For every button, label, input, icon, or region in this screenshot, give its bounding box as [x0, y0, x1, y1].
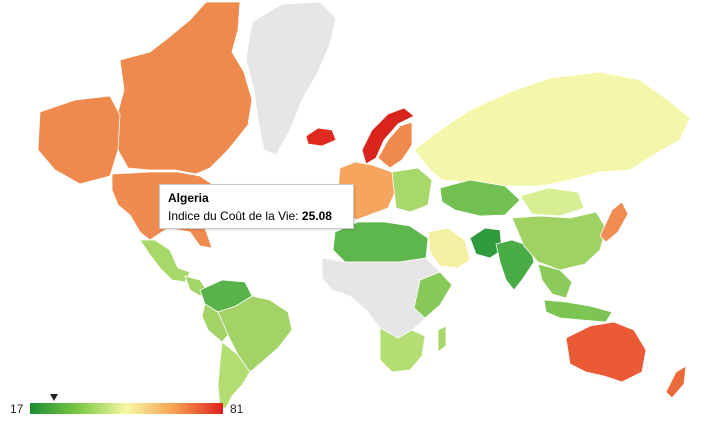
sweden-finland-region[interactable] — [377, 121, 413, 169]
canada-region[interactable] — [117, 1, 253, 175]
iceland-region[interactable] — [305, 127, 337, 147]
china-region[interactable] — [511, 211, 607, 271]
mexico-region[interactable] — [139, 239, 191, 283]
central-asia-region[interactable] — [439, 179, 521, 217]
country-tooltip: Algeria Indice du Coût de la Vie: 25.08 — [159, 184, 354, 229]
arabian-peninsula-region[interactable] — [427, 227, 471, 269]
eastern-europe-region[interactable] — [391, 167, 433, 213]
southern-africa-region[interactable] — [379, 327, 426, 373]
brazil-region[interactable] — [217, 295, 293, 373]
norway-region[interactable] — [361, 107, 415, 165]
pakistan-region[interactable] — [469, 227, 503, 259]
sub-saharan-africa-region[interactable] — [321, 257, 446, 339]
greenland-region[interactable] — [245, 1, 337, 156]
legend-max-label: 81 — [230, 402, 244, 416]
tooltip-metric-value: 25.08 — [301, 209, 332, 223]
mongolia-region[interactable] — [519, 187, 585, 217]
legend-color-scale — [30, 403, 223, 414]
new-zealand-region[interactable] — [665, 365, 687, 399]
east-africa-region[interactable] — [413, 271, 453, 319]
russia-region[interactable] — [413, 71, 691, 187]
indonesia-region[interactable] — [543, 299, 613, 323]
tooltip-metric-label: Indice du Coût de la Vie: — [168, 209, 299, 223]
southeast-asia-region[interactable] — [537, 263, 573, 299]
australia-region[interactable] — [565, 321, 647, 383]
southern-south-america-region[interactable] — [217, 341, 251, 409]
tooltip-metric-row: Indice du Coût de la Vie: 25.08 — [168, 209, 345, 223]
japan-region[interactable] — [599, 201, 629, 243]
canada-region[interactable] — [37, 95, 121, 185]
india-region[interactable] — [495, 239, 535, 291]
legend-min-label: 17 — [10, 402, 24, 416]
tooltip-country-name: Algeria — [168, 191, 209, 205]
madagascar-region[interactable] — [437, 325, 447, 353]
legend-value-marker-icon — [50, 394, 59, 401]
